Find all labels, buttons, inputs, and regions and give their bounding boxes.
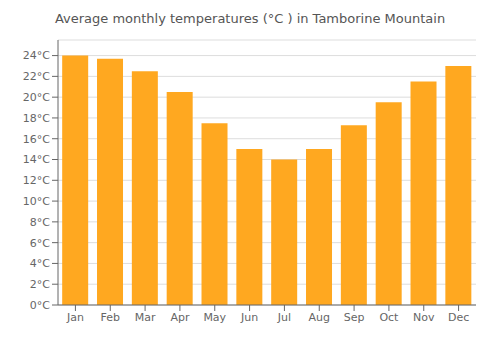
svg-text:4°C: 4°C <box>30 257 50 270</box>
svg-text:24°C: 24°C <box>23 49 50 62</box>
svg-text:12°C: 12°C <box>23 174 50 187</box>
svg-text:Sep: Sep <box>344 311 365 324</box>
svg-text:22°C: 22°C <box>23 70 50 83</box>
svg-text:Mar: Mar <box>135 311 156 324</box>
svg-text:16°C: 16°C <box>23 133 50 146</box>
svg-text:May: May <box>203 311 226 324</box>
svg-text:0°C: 0°C <box>30 299 50 312</box>
svg-text:10°C: 10°C <box>23 195 50 208</box>
svg-text:6°C: 6°C <box>30 237 50 250</box>
svg-text:Jul: Jul <box>277 311 291 324</box>
svg-text:Nov: Nov <box>413 311 435 324</box>
svg-text:Aug: Aug <box>309 311 330 324</box>
svg-text:8°C: 8°C <box>30 216 50 229</box>
svg-text:2°C: 2°C <box>30 278 50 291</box>
svg-text:Jan: Jan <box>66 311 84 324</box>
svg-text:Dec: Dec <box>448 311 469 324</box>
svg-text:14°C: 14°C <box>23 153 50 166</box>
svg-text:Feb: Feb <box>101 311 120 324</box>
html-text:Average monthly temperatures (: Average monthly temperatures (°C ) in Ta… <box>54 11 446 26</box>
svg-text:Jun: Jun <box>240 311 258 324</box>
svg-text:Oct: Oct <box>379 311 399 324</box>
svg-text:Apr: Apr <box>170 311 190 324</box>
svg-text:20°C: 20°C <box>23 91 50 104</box>
svg-text:18°C: 18°C <box>23 112 50 125</box>
